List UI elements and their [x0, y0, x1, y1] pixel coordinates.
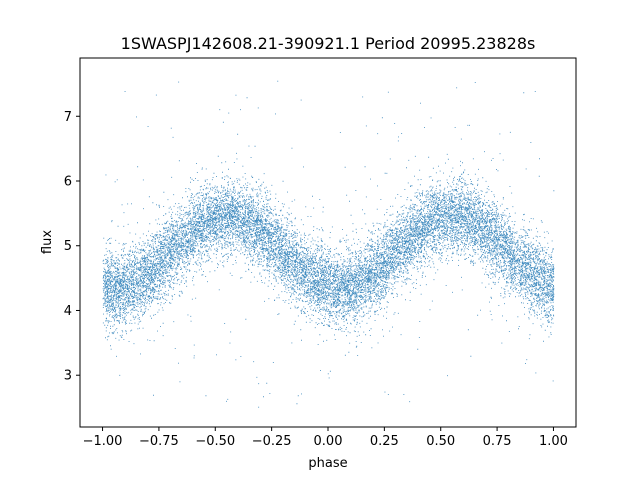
x-tick-label: 0.00	[314, 434, 343, 449]
x-axis-label: phase	[308, 456, 347, 471]
y-tick-label: 4	[64, 304, 72, 319]
x-axis: −1.00 −0.75 −0.50 −0.25 0.00 0.25 0.50 0.75 1.00	[83, 427, 568, 449]
y-tick-label: 6	[64, 175, 72, 190]
x-tick-label: −0.25	[252, 434, 292, 449]
y-axis-label: flux	[40, 230, 55, 254]
y-tick-label: 7	[64, 110, 72, 125]
scatter-points	[102, 80, 555, 408]
x-tick-label: −0.50	[195, 434, 235, 449]
x-tick-label: 0.75	[483, 434, 512, 449]
x-tick-label: 1.00	[539, 434, 568, 449]
y-axis: 3 4 5 6 7	[64, 110, 80, 384]
x-tick-label: 0.50	[426, 434, 455, 449]
x-tick-label: −0.75	[139, 434, 179, 449]
x-tick-label: 0.25	[370, 434, 399, 449]
data-points	[102, 80, 555, 408]
y-tick-label: 3	[64, 369, 72, 384]
y-tick-label: 5	[64, 239, 72, 254]
chart-title: 1SWASPJ142608.21-390921.1 Period 20995.2…	[121, 34, 536, 53]
x-tick-label: −1.00	[83, 434, 123, 449]
